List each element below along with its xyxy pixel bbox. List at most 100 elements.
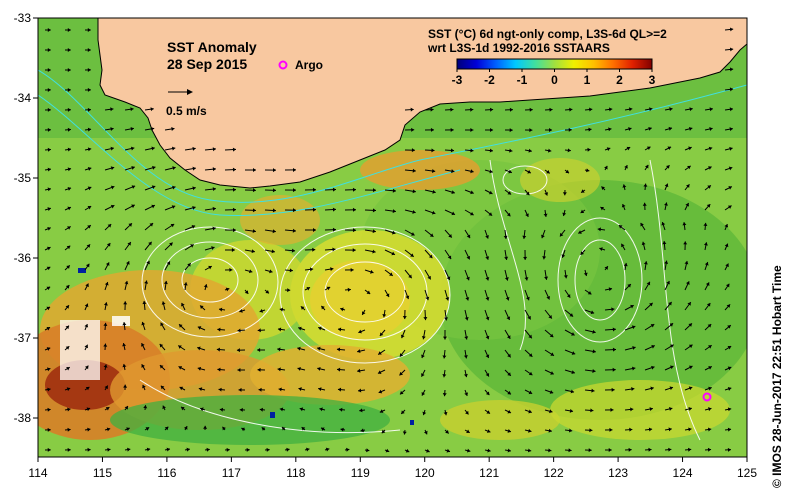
current-vector-head (411, 127, 415, 132)
current-vector-head (430, 127, 434, 132)
lon-tick-label: 116 (157, 466, 176, 480)
current-vector-head (47, 387, 51, 392)
current-vector-head (239, 407, 243, 412)
current-vector-head (67, 206, 71, 211)
current-vector-head (649, 107, 653, 112)
current-vector-head (330, 267, 334, 272)
current-vector-head (377, 370, 382, 374)
current-vector-head (703, 222, 708, 227)
current-vector-head (421, 373, 425, 377)
colorbar-tick-label: -2 (484, 73, 495, 87)
current-vector-head (464, 392, 469, 396)
current-vector-head (106, 243, 111, 247)
current-vector-head (549, 390, 554, 394)
current-vector-head (67, 226, 71, 230)
current-vector-head (506, 212, 511, 217)
current-vector-head (378, 389, 383, 394)
current-vector-head (621, 243, 625, 248)
current-vector-head (232, 167, 236, 172)
current-vector-head (122, 363, 127, 368)
current-vector-head (279, 407, 284, 412)
lon-tick-label: 120 (415, 466, 435, 480)
current-vector-head (423, 430, 428, 435)
current-vector-head (641, 241, 646, 246)
current-vector-head (107, 224, 112, 228)
current-vector-head (84, 344, 89, 349)
current-vector-head (257, 367, 261, 372)
current-vector-head (105, 407, 110, 411)
current-vector-head (292, 228, 296, 233)
current-vector-head (631, 325, 636, 330)
current-vector-head (258, 387, 262, 392)
current-vector-head (65, 325, 69, 330)
current-vector-head (627, 284, 631, 288)
current-vector-head (87, 225, 91, 229)
current-vector-head (642, 202, 647, 206)
current-vector-head (612, 347, 616, 352)
current-vector-head (318, 326, 322, 331)
current-vector-head (190, 244, 194, 248)
current-vector-head (729, 127, 733, 132)
current-vector-head (509, 128, 513, 133)
current-vector-head (421, 392, 426, 396)
current-vector-head (385, 448, 390, 453)
current-vector-head (528, 353, 533, 357)
current-vector-head (110, 185, 115, 190)
current-vector-head (65, 305, 70, 309)
current-vector-head (485, 297, 490, 301)
current-vector-head (85, 386, 90, 391)
lon-tick-label: 124 (673, 466, 693, 480)
current-vector-head (668, 301, 672, 306)
current-vector-head (197, 346, 201, 351)
current-vector-head (466, 276, 470, 281)
current-vector-head (336, 347, 341, 352)
current-vectors (44, 27, 734, 453)
current-vector-head (543, 213, 548, 217)
current-vector-head (608, 127, 612, 132)
current-vector-head (618, 225, 623, 229)
current-vector-head (507, 409, 511, 414)
current-vector-head (298, 326, 302, 331)
current-vector-head (238, 387, 242, 392)
current-vector-head (378, 351, 382, 355)
current-vector-head (429, 233, 434, 237)
current-vector-head (668, 427, 672, 432)
current-vector-head (150, 107, 154, 112)
current-vector-head (651, 344, 655, 349)
current-vector-head (405, 295, 410, 300)
current-vector-head (192, 166, 196, 171)
current-vector-head (708, 366, 712, 370)
current-vector-head (252, 188, 256, 193)
current-vector-head (561, 254, 566, 258)
lon-tick-label: 122 (544, 466, 564, 480)
current-vector-head (87, 127, 92, 132)
current-vector-head (465, 297, 470, 301)
current-vector-head (144, 280, 149, 284)
current-vector-head (172, 166, 176, 171)
current-vector-head (432, 189, 436, 194)
current-vector-head (337, 387, 342, 392)
current-vector-head (87, 67, 91, 72)
current-vector-head (509, 148, 513, 153)
current-vector-head (237, 368, 241, 373)
current-vector-head (229, 267, 233, 272)
lat-tick-label: -35 (14, 171, 32, 185)
current-vector-head (706, 303, 711, 307)
current-vector-head (661, 222, 666, 226)
current-vector-head (669, 365, 674, 370)
current-vector-head (122, 322, 127, 326)
argo-label: Argo (295, 58, 323, 72)
current-vector-head (450, 148, 455, 153)
current-vector-head (337, 367, 341, 372)
current-vector-head (566, 294, 571, 298)
current-vector-head (321, 427, 325, 432)
current-vector-head (171, 205, 176, 209)
current-vector-head (686, 184, 690, 188)
current-vector-head (131, 185, 136, 189)
current-vector-head (301, 427, 306, 431)
current-vector-head (272, 188, 276, 193)
current-vector-head (67, 407, 71, 412)
current-vector-head (292, 167, 296, 172)
current-vector-head (590, 408, 594, 413)
current-vector-head (399, 390, 404, 395)
